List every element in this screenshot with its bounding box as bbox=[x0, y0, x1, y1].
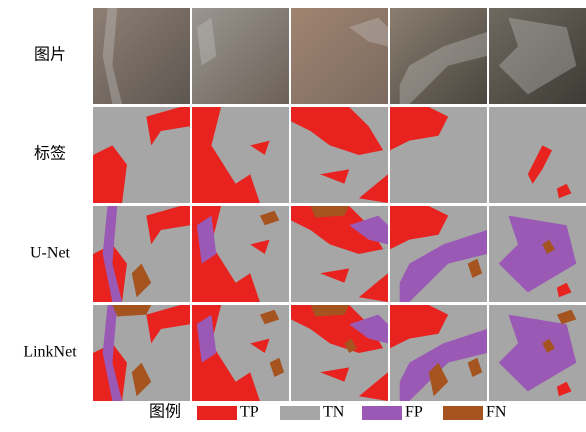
row-label: LinkNet bbox=[23, 344, 77, 361]
legend-label: TN bbox=[323, 404, 345, 421]
figure: 图片标签 U-Net LinkNet 图例 TP TN FP FN bbox=[0, 0, 586, 427]
legend-swatch bbox=[280, 406, 320, 420]
legend-label: TP bbox=[240, 404, 259, 421]
legend-swatch bbox=[197, 406, 237, 420]
legend-label: FN bbox=[486, 404, 507, 421]
legend-swatch bbox=[443, 406, 483, 420]
row-label: 图片 bbox=[34, 46, 66, 64]
row-label: 标签 bbox=[34, 145, 66, 163]
row-label: U-Net bbox=[30, 245, 71, 262]
legend-title: 图例 bbox=[149, 403, 181, 421]
legend-label: FP bbox=[405, 404, 423, 421]
legend-swatch bbox=[362, 406, 402, 420]
